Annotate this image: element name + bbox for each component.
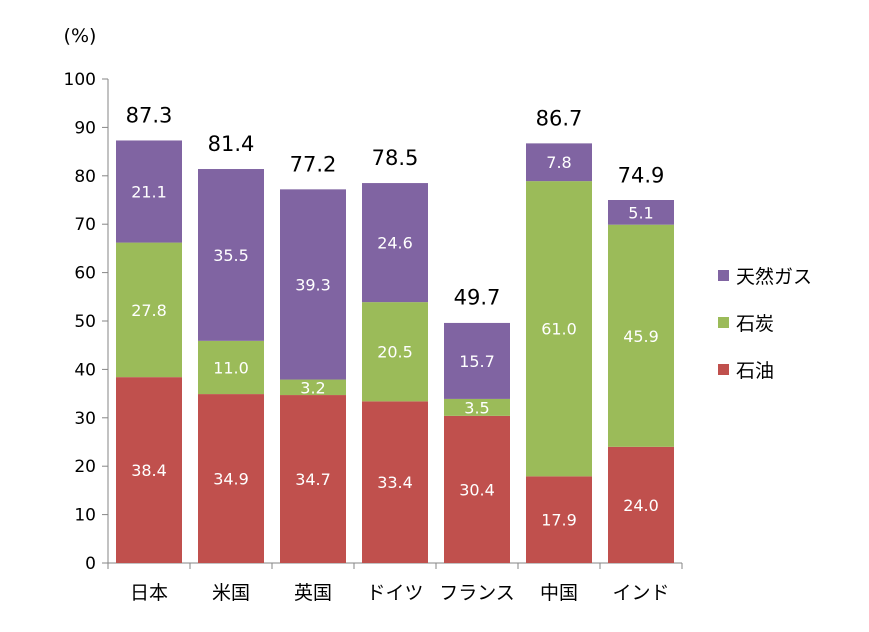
y-tick-label: 40 — [74, 360, 96, 380]
y-tick-label: 100 — [64, 70, 96, 90]
bar-segment — [444, 398, 510, 416]
segment-data-label: 21.1 — [131, 183, 167, 202]
y-tick-label: 80 — [74, 167, 96, 187]
segment-data-label: 17.9 — [541, 511, 577, 530]
bar-segment — [362, 302, 428, 402]
bar-segment — [526, 143, 592, 182]
bar-segment — [444, 415, 510, 563]
total-data-label: 77.2 — [290, 152, 337, 176]
segment-data-label: 7.8 — [546, 153, 571, 172]
y-tick-label: 0 — [85, 554, 96, 574]
segment-data-label: 24.6 — [377, 234, 413, 253]
segment-data-label: 61.0 — [541, 320, 577, 339]
segment-data-label: 3.2 — [300, 378, 325, 397]
segment-data-label: 38.4 — [131, 461, 167, 480]
segment-data-label: 24.0 — [623, 496, 659, 515]
total-data-label: 87.3 — [126, 103, 173, 127]
legend-label: 石炭 — [736, 313, 774, 335]
segment-data-label: 5.1 — [628, 203, 653, 222]
segment-data-label: 3.5 — [464, 398, 489, 417]
bar-segment — [116, 377, 182, 563]
y-tick-label: 90 — [74, 118, 96, 138]
bar-segment — [198, 394, 264, 563]
y-tick-label: 50 — [74, 312, 96, 332]
y-tick-label: 30 — [74, 409, 96, 429]
bar-segment — [608, 200, 674, 225]
bar-segment — [526, 476, 592, 563]
bar-segment — [608, 224, 674, 447]
legend-swatch — [718, 364, 729, 375]
bar-segment — [362, 183, 428, 303]
segment-data-label: 34.7 — [295, 470, 331, 489]
segment-data-label: 39.3 — [295, 275, 331, 294]
total-data-label: 49.7 — [454, 285, 501, 309]
segment-data-label: 30.4 — [459, 480, 495, 499]
segment-data-label: 45.9 — [623, 327, 659, 346]
x-tick-label: 中国 — [540, 582, 578, 604]
x-tick-label: フランス — [439, 582, 515, 604]
bar-segment — [608, 446, 674, 563]
bar-segment — [116, 242, 182, 378]
total-data-label: 74.9 — [618, 163, 665, 187]
bar-segment — [280, 379, 346, 396]
legend-label: 石油 — [736, 360, 774, 382]
y-unit-label: (%) — [64, 25, 97, 47]
x-tick-label: 日本 — [130, 582, 168, 604]
y-tick-label: 20 — [74, 457, 96, 477]
segment-data-label: 27.8 — [131, 301, 167, 320]
bar-segment — [116, 140, 182, 243]
axes: 0 10 20 30 40 50 60 70 80 90 100 — [64, 70, 683, 574]
x-tick-label: ドイツ — [366, 582, 423, 604]
segment-data-label: 35.5 — [213, 246, 249, 265]
y-tick-label: 70 — [74, 215, 96, 235]
segment-data-label: 15.7 — [459, 352, 495, 371]
segment-data-label: 34.9 — [213, 470, 249, 489]
bars: 38.4 27.8 21.1 87.3 日本 34.9 11.0 35.5 81.4 米国 34.7… — [116, 103, 674, 604]
bar-segment — [280, 395, 346, 563]
segment-data-label: 11.0 — [213, 358, 249, 377]
bar-segment — [444, 322, 510, 399]
total-data-label: 81.4 — [208, 132, 255, 156]
bar-segment — [280, 189, 346, 380]
legend-label: 天然ガス — [736, 266, 812, 288]
x-tick-label: 米国 — [212, 582, 250, 604]
bar-segment — [198, 340, 264, 395]
total-data-label: 78.5 — [372, 146, 419, 170]
total-data-label: 86.7 — [536, 106, 583, 130]
y-tick-label: 60 — [74, 264, 96, 284]
segment-data-label: 20.5 — [377, 343, 413, 362]
legend-swatch — [718, 270, 729, 281]
legend-swatch — [718, 317, 729, 328]
segment-data-label: 33.4 — [377, 473, 413, 492]
x-tick-label: インド — [612, 582, 669, 604]
bar-segment — [198, 169, 264, 341]
x-tick-label: 英国 — [294, 582, 332, 604]
y-tick-label: 10 — [74, 506, 96, 526]
bar-segment — [362, 401, 428, 563]
bar-segment — [526, 181, 592, 477]
